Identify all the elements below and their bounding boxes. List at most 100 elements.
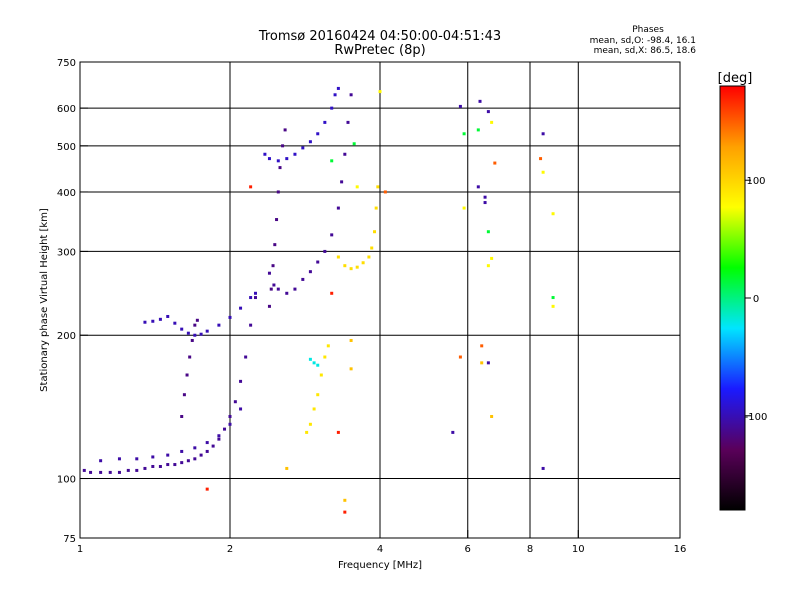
data-point xyxy=(244,355,248,359)
data-point xyxy=(276,159,280,163)
data-point xyxy=(373,230,377,234)
data-point xyxy=(205,449,209,453)
data-point xyxy=(228,414,232,418)
data-point xyxy=(343,510,347,514)
colorbar-tick-label: 0 xyxy=(753,294,759,305)
x-tick-label: 16 xyxy=(674,544,687,555)
data-point xyxy=(376,185,380,189)
data-point xyxy=(239,379,243,383)
data-point xyxy=(349,267,353,271)
data-point xyxy=(263,152,267,156)
data-point xyxy=(180,449,184,453)
data-point xyxy=(330,159,334,163)
data-point xyxy=(476,185,480,189)
data-point xyxy=(308,270,312,274)
data-point xyxy=(166,453,170,457)
data-point xyxy=(308,357,312,361)
data-point xyxy=(228,422,232,426)
data-point xyxy=(293,287,297,291)
data-point xyxy=(483,201,487,205)
data-point xyxy=(285,291,289,295)
data-point xyxy=(330,291,334,295)
data-point xyxy=(180,414,184,418)
data-point xyxy=(355,185,359,189)
data-point xyxy=(285,466,289,470)
data-point xyxy=(326,344,330,348)
data-point xyxy=(541,466,545,470)
data-point xyxy=(195,318,199,322)
data-point xyxy=(493,161,497,165)
data-point xyxy=(239,407,243,411)
data-point xyxy=(370,246,374,250)
data-point xyxy=(228,315,232,319)
data-point xyxy=(267,157,271,161)
data-point xyxy=(349,338,353,342)
data-point xyxy=(173,321,177,325)
colorbar-ticks: 100 0 -100 xyxy=(745,176,768,423)
data-point xyxy=(151,464,155,468)
data-point xyxy=(249,323,253,327)
x-tick-label: 10 xyxy=(572,544,585,555)
data-point xyxy=(316,132,320,136)
data-point xyxy=(205,487,209,491)
data-point xyxy=(458,104,462,108)
data-point xyxy=(185,373,189,377)
data-point xyxy=(267,304,271,308)
data-point xyxy=(319,373,323,377)
data-point xyxy=(301,146,305,150)
data-point xyxy=(323,355,327,359)
data-point xyxy=(486,110,490,114)
data-point xyxy=(480,344,484,348)
data-point xyxy=(340,180,344,184)
data-point xyxy=(278,166,282,170)
data-point xyxy=(541,170,545,174)
x-tick-label: 2 xyxy=(227,544,233,555)
axis-ticks: 1 2 4 6 8 10 16 75 100 200 300 400 500 600 750 xyxy=(57,58,686,555)
data-point xyxy=(451,430,455,434)
data-point xyxy=(285,157,289,161)
colorbar-tick-label: -100 xyxy=(745,412,768,423)
data-point xyxy=(249,185,253,189)
x-tick-label: 1 xyxy=(77,544,83,555)
data-point xyxy=(490,120,494,124)
data-point xyxy=(151,455,155,459)
data-point xyxy=(343,498,347,502)
data-point xyxy=(333,93,337,97)
data-point xyxy=(108,470,112,474)
data-point xyxy=(486,230,490,234)
data-point xyxy=(323,249,327,253)
chart-title: Tromsø 20160424 04:50:00-04:51:43 xyxy=(258,29,501,44)
data-point xyxy=(349,367,353,371)
y-tick-label: 300 xyxy=(57,247,76,258)
data-point xyxy=(193,333,197,337)
y-tick-label: 400 xyxy=(57,188,76,199)
data-point xyxy=(239,306,243,310)
data-point xyxy=(308,422,312,426)
data-point xyxy=(188,355,192,359)
data-point xyxy=(217,323,221,327)
data-point xyxy=(166,314,170,318)
data-point xyxy=(330,106,334,110)
data-point xyxy=(374,206,378,210)
data-point xyxy=(193,323,197,327)
data-point xyxy=(305,430,309,434)
data-point xyxy=(217,434,221,438)
data-point xyxy=(166,463,170,467)
data-point xyxy=(151,319,155,323)
data-point xyxy=(478,99,482,103)
data-point xyxy=(211,444,215,448)
data-point xyxy=(199,332,203,336)
y-tick-label: 750 xyxy=(57,58,76,69)
data-point xyxy=(117,457,121,461)
data-point xyxy=(336,255,340,259)
data-point xyxy=(316,363,320,367)
x-tick-label: 8 xyxy=(527,544,533,555)
phases-header: Phases xyxy=(632,25,664,35)
data-point xyxy=(281,144,285,148)
data-point xyxy=(486,361,490,365)
data-point xyxy=(180,327,184,331)
data-point xyxy=(283,128,287,132)
y-axis-label: Stationary phase Virtual Height [km] xyxy=(39,208,50,392)
data-point xyxy=(539,157,543,161)
data-point xyxy=(275,218,279,222)
